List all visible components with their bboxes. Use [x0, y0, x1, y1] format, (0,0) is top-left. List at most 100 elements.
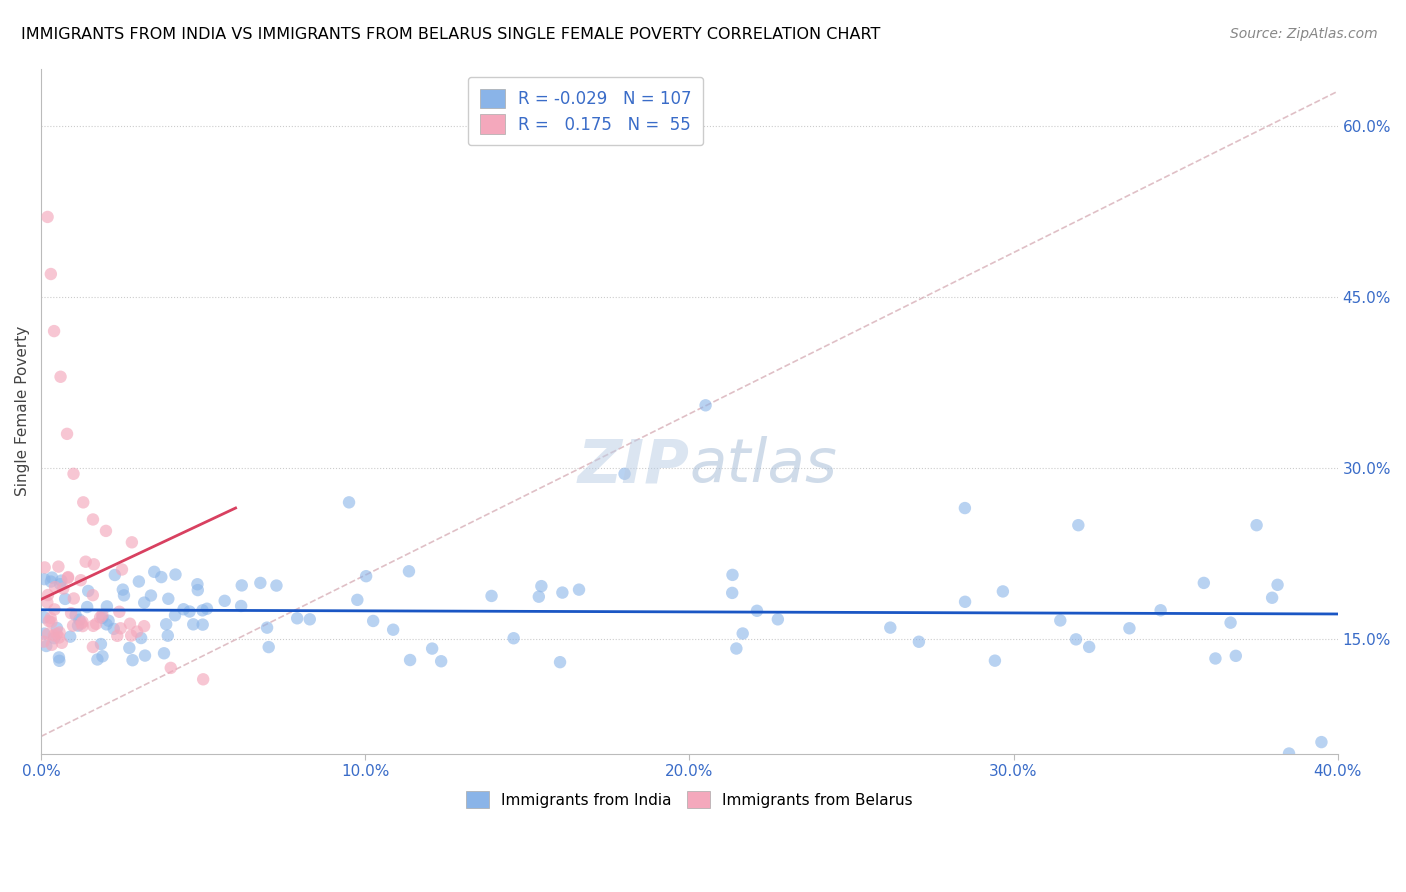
Point: [38, 614, 60, 628]
Point: [91, 649, 114, 664]
Text: IMMIGRANTS FROM INDIA VS IMMIGRANTS FROM BELARUS SINGLE FEMALE POVERTY CORRELATI: IMMIGRANTS FROM INDIA VS IMMIGRANTS FROM…: [21, 27, 880, 42]
Point: [530, 579, 553, 593]
Point: [1192, 575, 1215, 590]
Point: [51, 574, 73, 588]
Text: atlas: atlas: [689, 436, 837, 495]
Point: [231, 578, 253, 592]
Point: [337, 495, 360, 509]
Point: [70, 616, 93, 631]
Point: [179, 605, 201, 619]
Point: [156, 629, 179, 643]
Point: [35, 639, 58, 653]
Point: [118, 616, 141, 631]
Point: [121, 535, 143, 549]
Point: [1225, 648, 1247, 663]
Point: [1246, 518, 1268, 533]
Point: [77, 584, 100, 599]
Point: [551, 585, 574, 599]
Point: [41, 638, 63, 652]
Point: [173, 602, 195, 616]
Point: [91, 607, 114, 622]
Point: [191, 617, 214, 632]
Point: [195, 601, 218, 615]
Point: [721, 586, 744, 600]
Point: [34, 560, 56, 574]
Point: [398, 564, 420, 578]
Point: [44, 602, 66, 616]
Point: [76, 600, 98, 615]
Point: [34, 626, 56, 640]
Point: [731, 626, 754, 640]
Point: [879, 621, 901, 635]
Point: [991, 584, 1014, 599]
Point: [346, 592, 368, 607]
Point: [155, 617, 177, 632]
Point: [69, 573, 91, 587]
Point: [1078, 640, 1101, 654]
Point: [48, 559, 70, 574]
Point: [83, 558, 105, 572]
Point: [1219, 615, 1241, 630]
Point: [49, 369, 72, 384]
Point: [41, 570, 63, 584]
Point: [121, 653, 143, 667]
Point: [45, 621, 67, 635]
Point: [111, 582, 134, 597]
Point: [298, 612, 321, 626]
Point: [48, 631, 70, 645]
Point: [214, 594, 236, 608]
Point: [118, 640, 141, 655]
Point: [953, 501, 976, 516]
Point: [37, 595, 59, 609]
Point: [256, 621, 278, 635]
Point: [984, 654, 1007, 668]
Point: [568, 582, 591, 597]
Point: [1267, 578, 1289, 592]
Point: [72, 619, 94, 633]
Point: [745, 604, 768, 618]
Point: [86, 652, 108, 666]
Point: [49, 577, 72, 591]
Point: [953, 595, 976, 609]
Point: [181, 617, 204, 632]
Point: [134, 648, 156, 663]
Point: [193, 673, 215, 687]
Point: [90, 637, 112, 651]
Point: [159, 661, 181, 675]
Point: [129, 631, 152, 645]
Point: [1049, 614, 1071, 628]
Point: [32, 634, 55, 648]
Point: [399, 653, 422, 667]
Point: [361, 614, 384, 628]
Point: [1310, 735, 1333, 749]
Point: [51, 636, 73, 650]
Point: [103, 622, 125, 636]
Point: [153, 646, 176, 660]
Point: [1261, 591, 1284, 605]
Point: [191, 603, 214, 617]
Point: [48, 654, 70, 668]
Point: [186, 577, 208, 591]
Point: [1064, 632, 1087, 647]
Point: [52, 582, 75, 596]
Text: ZIP: ZIP: [578, 436, 689, 495]
Point: [139, 589, 162, 603]
Text: Source: ZipAtlas.com: Source: ZipAtlas.com: [1230, 27, 1378, 41]
Point: [481, 589, 503, 603]
Point: [150, 570, 173, 584]
Point: [382, 623, 405, 637]
Point: [66, 618, 89, 632]
Point: [91, 611, 114, 625]
Point: [48, 650, 70, 665]
Point: [187, 583, 209, 598]
Point: [96, 599, 118, 614]
Point: [1149, 603, 1171, 617]
Point: [62, 618, 84, 632]
Point: [44, 631, 66, 645]
Point: [257, 640, 280, 654]
Point: [37, 588, 59, 602]
Point: [110, 621, 132, 635]
Point: [59, 630, 82, 644]
Point: [105, 629, 128, 643]
Point: [82, 640, 104, 654]
